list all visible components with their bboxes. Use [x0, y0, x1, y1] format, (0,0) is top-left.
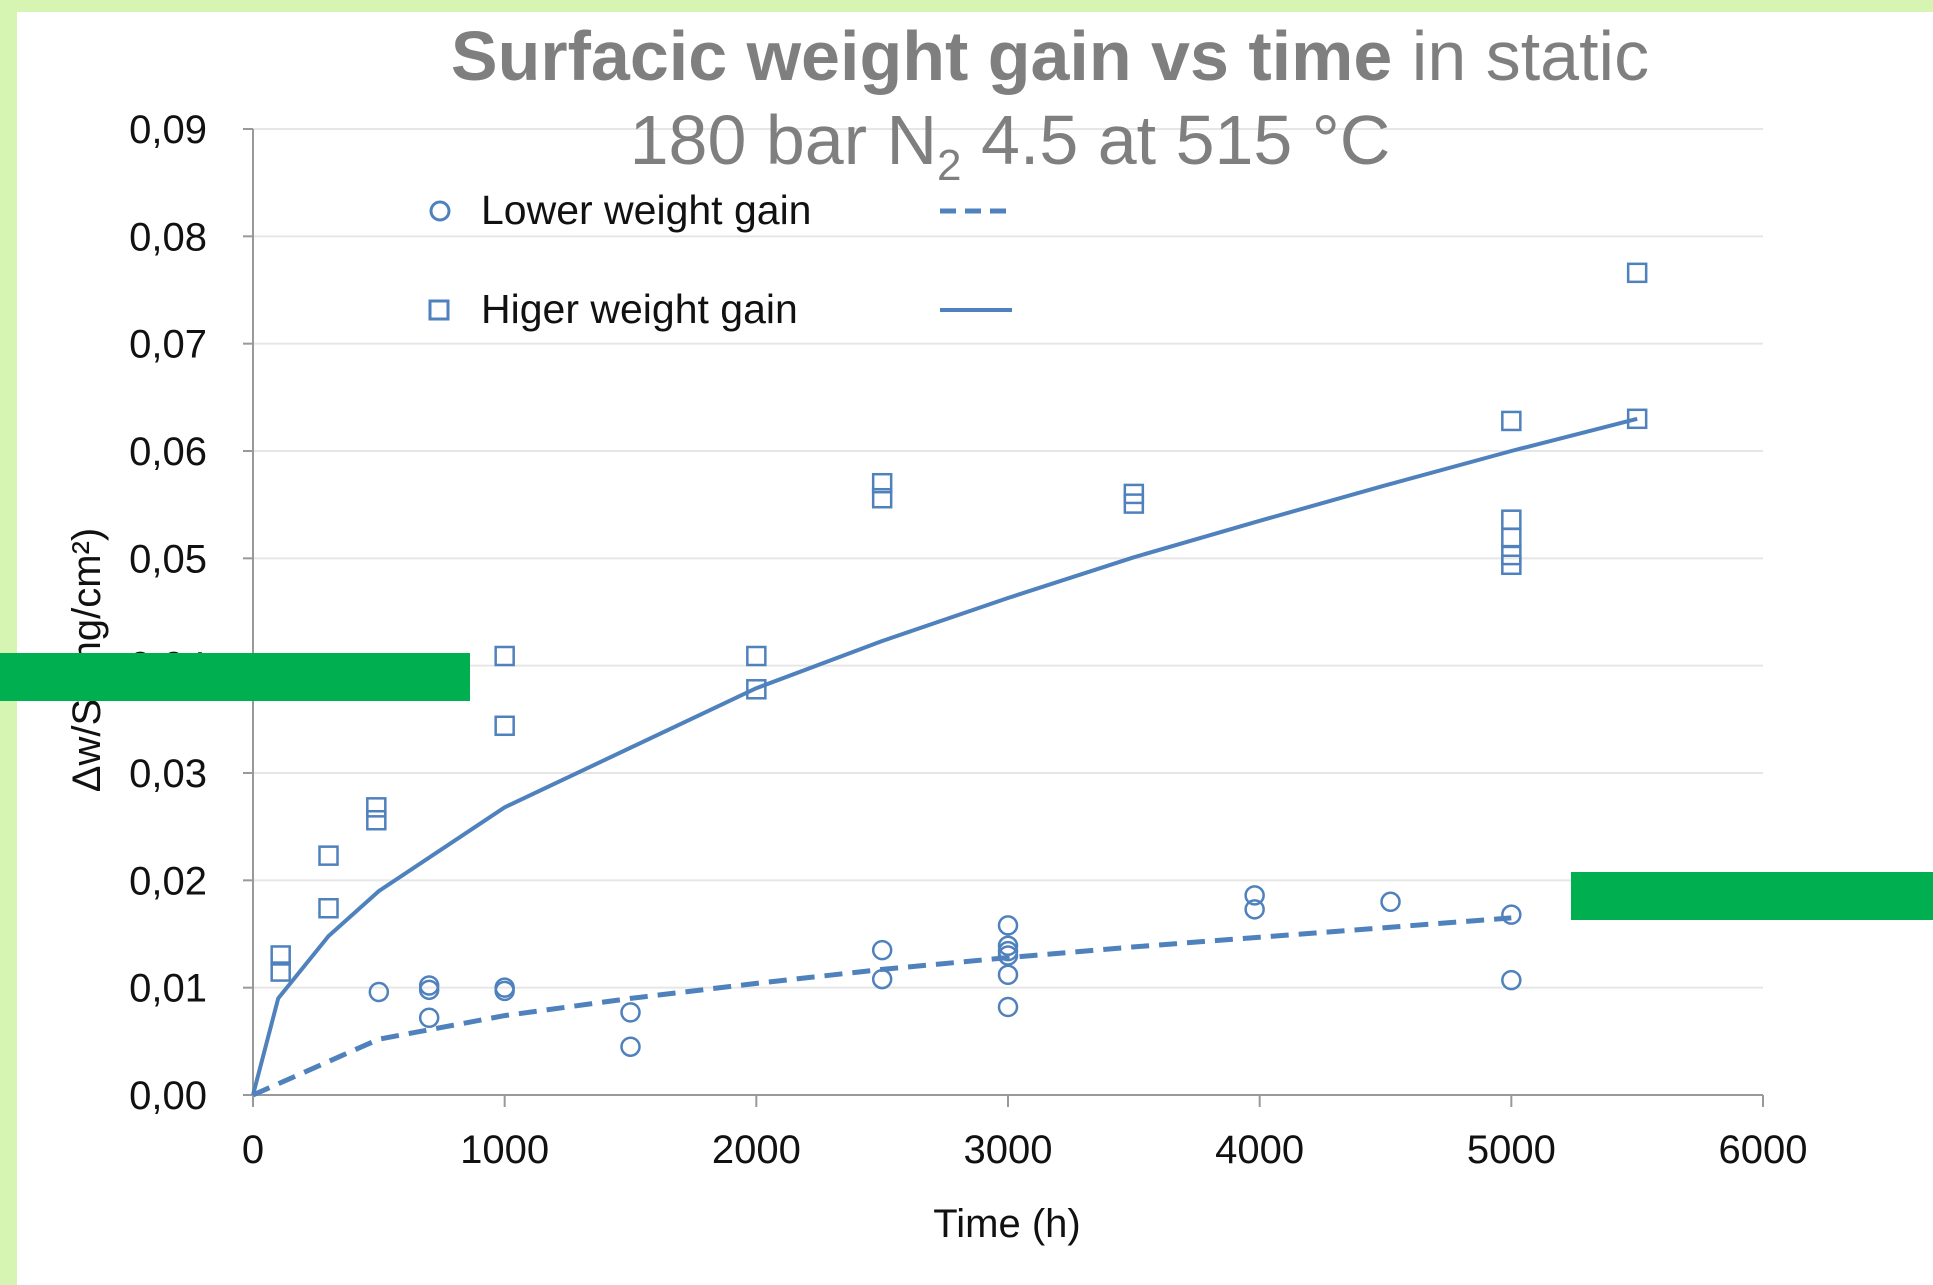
y-tick-label: 0,02 [129, 859, 207, 903]
data-point-higher [366, 797, 387, 818]
data-point-lower [368, 981, 390, 1003]
data-point-lower [997, 915, 1019, 936]
data-point-lower [997, 935, 1019, 957]
data-point-higher [1626, 408, 1648, 430]
chart-subtitle-end: 4.5 at 515 °C [962, 101, 1391, 179]
data-point-higher [270, 961, 291, 982]
x-tick-label: 4000 [1215, 1128, 1304, 1172]
data-point-higher [746, 645, 767, 667]
data-point-higher [1501, 527, 1522, 549]
y-tick-label: 0,09 [129, 108, 207, 152]
data-point-higher [1501, 554, 1522, 576]
data-point-higher [871, 487, 893, 509]
data-point-lower [418, 1007, 440, 1028]
data-point-lower [620, 1036, 641, 1057]
axes [243, 128, 1764, 1107]
data-point-lower [494, 977, 515, 998]
x-tick-label: 5000 [1467, 1128, 1556, 1172]
x-tick-label: 0 [242, 1128, 264, 1172]
y-tick-label: 0,08 [129, 215, 207, 259]
data-point-lower [418, 975, 440, 996]
data-markers [270, 262, 1648, 1057]
data-point-lower [1501, 969, 1522, 991]
data-point-higher [318, 845, 339, 866]
gridlines [253, 128, 1763, 989]
data-point-higher [871, 472, 893, 494]
chart-title: Surfacic weight gain vs time in static [451, 17, 1649, 95]
data-point-lower [997, 945, 1019, 966]
green-overlay-right [1571, 872, 1933, 920]
data-point-lower [997, 964, 1019, 986]
data-point-higher [494, 715, 515, 737]
data-point-higher [494, 645, 515, 667]
chart-title-bold: Surfacic weight gain vs time [451, 17, 1392, 95]
x-tick-label: 6000 [1719, 1128, 1808, 1172]
data-point-lower [871, 939, 893, 961]
y-tick-label: 0,05 [129, 537, 207, 581]
data-point-higher [1501, 509, 1522, 530]
legend-label-higher: Higer weight gain [481, 286, 798, 332]
data-point-lower [620, 1002, 641, 1023]
x-tick-label: 1000 [460, 1128, 549, 1172]
tick-labels: 0,000,010,020,030,040,050,060,070,080,09… [129, 108, 1807, 1172]
data-point-lower [418, 979, 440, 1001]
legend-marker-higher [428, 299, 450, 321]
x-tick-label: 2000 [712, 1128, 801, 1172]
chart-frame [17, 12, 1933, 1285]
data-point-lower [1244, 899, 1265, 920]
y-tick-label: 0,06 [129, 430, 207, 474]
y-tick-label: 0,01 [129, 967, 207, 1011]
data-point-lower [997, 996, 1019, 1018]
chart-subtitle-subscript: 2 [937, 141, 961, 190]
trend-lines [251, 416, 1638, 1098]
data-point-higher [270, 945, 291, 966]
data-point-higher [366, 809, 387, 831]
data-point-lower [1380, 891, 1401, 913]
data-point-lower [1244, 885, 1265, 906]
trend-line-higher [251, 416, 1638, 1096]
chart-subtitle-main: 180 bar N [630, 101, 937, 179]
legend-label-lower: Lower weight gain [481, 187, 811, 233]
chart-title-rest: in static [1392, 17, 1649, 95]
x-tick-label: 3000 [964, 1128, 1053, 1172]
chart-subtitle: 180 bar N2 4.5 at 515 °C [630, 101, 1391, 190]
data-point-higher [746, 679, 767, 700]
x-axis-label: Time (h) [933, 1202, 1080, 1246]
y-tick-label: 0,07 [129, 323, 207, 367]
data-point-lower [871, 968, 893, 990]
green-overlay-left [0, 653, 470, 701]
y-tick-label: 0,03 [129, 752, 207, 796]
legend: Lower weight gain Higer weight gain [428, 187, 1012, 332]
y-tick-label: 0,00 [129, 1074, 207, 1118]
data-point-higher [1501, 410, 1522, 432]
trend-line-lower [251, 915, 1512, 1098]
data-point-higher [318, 897, 339, 919]
legend-marker-lower [429, 200, 451, 222]
data-point-higher [1626, 262, 1648, 284]
data-point-higher [1123, 493, 1145, 514]
data-point-lower [1501, 904, 1522, 925]
